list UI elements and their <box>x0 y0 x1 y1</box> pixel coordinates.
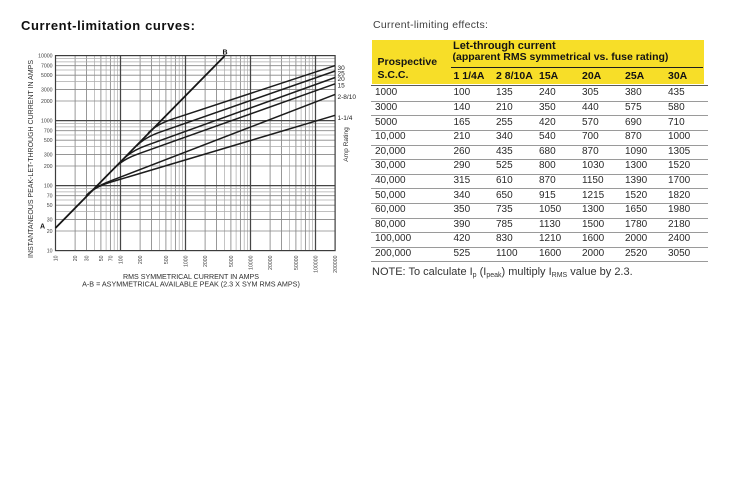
svg-text:100000: 100000 <box>314 255 320 272</box>
svg-text:2000: 2000 <box>41 99 53 105</box>
svg-text:10000: 10000 <box>38 54 53 60</box>
svg-text:100: 100 <box>44 184 53 190</box>
svg-text:70: 70 <box>47 194 53 200</box>
svg-text:50000: 50000 <box>294 255 300 270</box>
svg-text:30: 30 <box>47 218 53 224</box>
svg-text:300: 300 <box>44 153 53 159</box>
svg-text:200000: 200000 <box>333 255 339 272</box>
svg-text:B: B <box>223 49 228 56</box>
svg-text:100: 100 <box>119 255 125 264</box>
svg-text:200: 200 <box>44 164 53 170</box>
svg-text:700: 700 <box>44 129 53 135</box>
svg-text:INSTANTANEOUS PEAK-LET-THROUGH: INSTANTANEOUS PEAK-LET-THROUGH CURRENT I… <box>28 60 35 258</box>
svg-text:RMS SYMMETRICAL CURRENT IN AMP: RMS SYMMETRICAL CURRENT IN AMPS <box>123 273 259 281</box>
svg-text:3000: 3000 <box>41 88 53 94</box>
svg-text:10: 10 <box>54 255 60 261</box>
svg-text:2-8/10: 2-8/10 <box>338 94 357 101</box>
svg-text:5000: 5000 <box>229 255 235 267</box>
svg-text:500: 500 <box>164 255 170 264</box>
svg-text:25: 25 <box>338 70 346 77</box>
svg-text:50: 50 <box>99 255 105 261</box>
svg-text:20000: 20000 <box>268 255 274 270</box>
svg-text:20: 20 <box>338 76 346 83</box>
svg-text:10: 10 <box>47 249 53 255</box>
svg-text:70: 70 <box>108 255 114 261</box>
svg-text:50: 50 <box>47 203 53 209</box>
svg-text:Amp Rating: Amp Rating <box>343 127 350 162</box>
svg-text:30: 30 <box>85 255 91 261</box>
svg-text:20: 20 <box>47 229 53 235</box>
svg-text:A-B = ASYMMETRICAL AVAILABLE P: A-B = ASYMMETRICAL AVAILABLE PEAK (2.3 X… <box>82 280 300 289</box>
svg-text:30: 30 <box>338 65 346 72</box>
svg-text:15: 15 <box>338 83 346 90</box>
svg-text:7000: 7000 <box>41 64 53 70</box>
svg-text:20: 20 <box>73 255 79 261</box>
svg-text:1000: 1000 <box>184 255 190 267</box>
svg-text:1-1/4: 1-1/4 <box>338 115 353 122</box>
svg-text:5000: 5000 <box>41 73 53 79</box>
svg-text:500: 500 <box>44 138 53 144</box>
svg-text:10000: 10000 <box>249 255 255 270</box>
svg-text:1000: 1000 <box>41 119 53 125</box>
svg-text:2000: 2000 <box>203 255 209 267</box>
svg-text:A: A <box>40 223 45 230</box>
svg-text:200: 200 <box>138 255 144 264</box>
